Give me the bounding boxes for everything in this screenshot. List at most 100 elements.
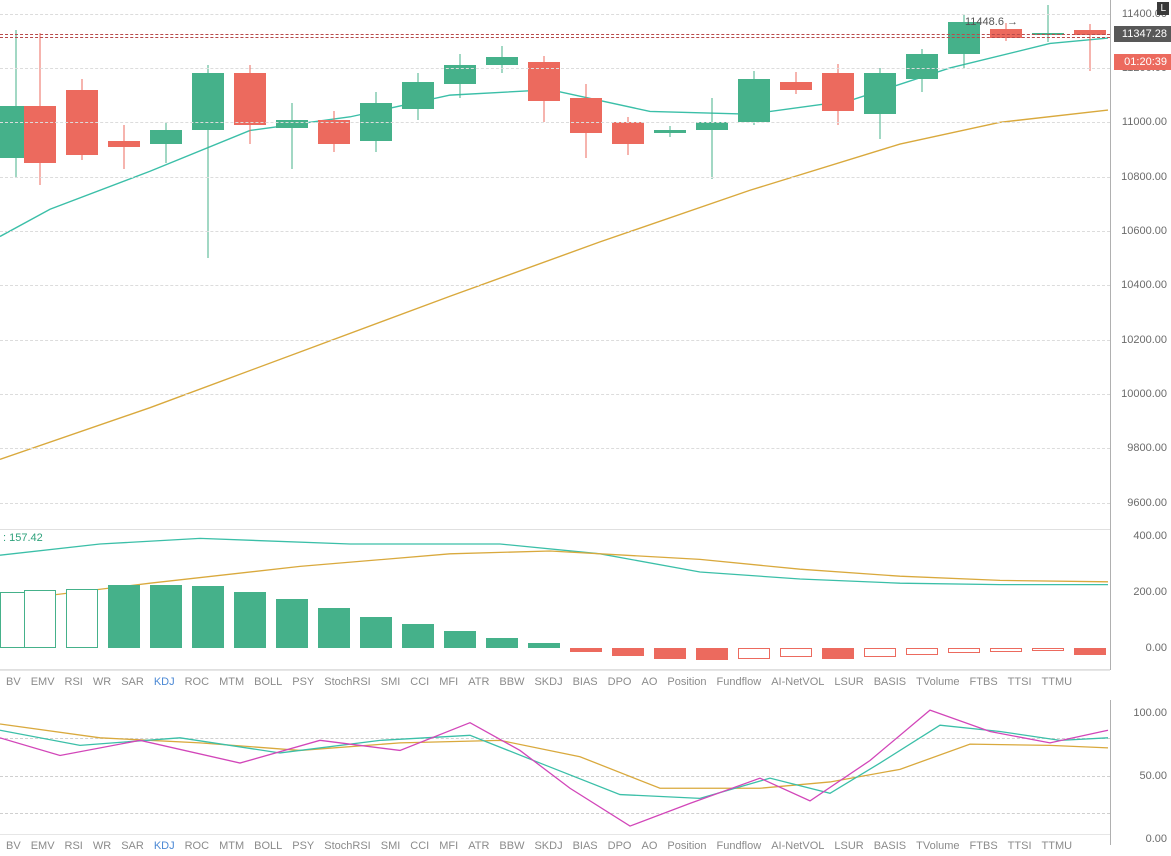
- indicator-smi[interactable]: SMI: [377, 840, 405, 852]
- indicator-bias[interactable]: BIAS: [569, 840, 602, 852]
- indicator-stochrsi[interactable]: StochRSI: [320, 840, 374, 852]
- indicator-ao[interactable]: AO: [638, 840, 662, 852]
- indicator-mtm[interactable]: MTM: [215, 840, 248, 852]
- indicator-lsur[interactable]: LSUR: [830, 840, 867, 852]
- histogram-bar: [318, 608, 350, 647]
- indicator-position[interactable]: Position: [663, 840, 710, 852]
- indicator-ttsi[interactable]: TTSI: [1004, 840, 1036, 852]
- candle[interactable]: [66, 79, 98, 161]
- letter-badge: L: [1157, 2, 1169, 15]
- histogram-panel[interactable]: : 157.42: [0, 530, 1110, 670]
- indicator-wr[interactable]: WR: [89, 840, 115, 852]
- indicator-bv[interactable]: BV: [2, 840, 25, 852]
- candle[interactable]: [696, 98, 728, 180]
- indicator-atr[interactable]: ATR: [464, 676, 493, 688]
- indicator-sar[interactable]: SAR: [117, 840, 148, 852]
- indicator-cci[interactable]: CCI: [406, 840, 433, 852]
- oscillator-panel[interactable]: [0, 700, 1110, 845]
- candle[interactable]: [318, 111, 350, 152]
- candle[interactable]: [486, 46, 518, 73]
- indicator-dpo[interactable]: DPO: [604, 840, 636, 852]
- indicator-boll[interactable]: BOLL: [250, 840, 286, 852]
- indicator-ai-netvol[interactable]: AI-NetVOL: [767, 676, 828, 688]
- indicator-mtm[interactable]: MTM: [215, 676, 248, 688]
- candle[interactable]: [234, 65, 266, 144]
- indicator-stochrsi[interactable]: StochRSI: [320, 676, 374, 688]
- indicator-mfi[interactable]: MFI: [435, 840, 462, 852]
- histogram-bar: [24, 590, 56, 647]
- histogram-bar: [486, 638, 518, 648]
- indicator-ttmu[interactable]: TTMU: [1038, 676, 1077, 688]
- indicator-tvolume[interactable]: TVolume: [912, 840, 963, 852]
- indicator-position[interactable]: Position: [663, 676, 710, 688]
- indicator-ttmu[interactable]: TTMU: [1038, 840, 1077, 852]
- indicator-wr[interactable]: WR: [89, 676, 115, 688]
- histogram-bar: [276, 599, 308, 648]
- candle[interactable]: [738, 71, 770, 125]
- candle[interactable]: [654, 126, 686, 137]
- candle[interactable]: [822, 64, 854, 125]
- candle[interactable]: [192, 65, 224, 258]
- indicator-emv[interactable]: EMV: [27, 840, 59, 852]
- indicator-roc[interactable]: ROC: [181, 676, 213, 688]
- indicator-lsur[interactable]: LSUR: [830, 676, 867, 688]
- oscillator-y-axis: 0.0050.00100.00: [1110, 700, 1171, 845]
- candle[interactable]: [570, 84, 602, 157]
- histogram-bar: [738, 648, 770, 659]
- indicator-bbw[interactable]: BBW: [495, 840, 528, 852]
- indicator-fundflow[interactable]: Fundflow: [713, 840, 766, 852]
- main-y-axis: 9600.009800.0010000.0010200.0010400.0010…: [1110, 0, 1171, 530]
- indicator-ao[interactable]: AO: [638, 676, 662, 688]
- indicator-skdj[interactable]: SKDJ: [530, 840, 566, 852]
- candle[interactable]: [528, 56, 560, 123]
- indicator-mfi[interactable]: MFI: [435, 676, 462, 688]
- indicator-bv[interactable]: BV: [2, 676, 25, 688]
- candle[interactable]: [402, 73, 434, 119]
- indicator-ftbs[interactable]: FTBS: [966, 840, 1002, 852]
- indicator-dpo[interactable]: DPO: [604, 676, 636, 688]
- histogram-bar: [360, 617, 392, 648]
- indicator-roc[interactable]: ROC: [181, 840, 213, 852]
- indicator-cci[interactable]: CCI: [406, 676, 433, 688]
- histogram-bar: [612, 648, 644, 656]
- indicator-psy[interactable]: PSY: [288, 840, 318, 852]
- indicator-bbw[interactable]: BBW: [495, 676, 528, 688]
- candle[interactable]: [864, 68, 896, 139]
- indicator-skdj[interactable]: SKDJ: [530, 676, 566, 688]
- candle[interactable]: [1074, 24, 1106, 70]
- indicator-basis[interactable]: BASIS: [870, 676, 910, 688]
- candle[interactable]: [906, 49, 938, 92]
- histogram-bar: [150, 585, 182, 648]
- indicator-ftbs[interactable]: FTBS: [966, 676, 1002, 688]
- candle[interactable]: [276, 103, 308, 168]
- indicator-ttsi[interactable]: TTSI: [1004, 676, 1036, 688]
- indicator-fundflow[interactable]: Fundflow: [713, 676, 766, 688]
- main-price-panel[interactable]: 11448.6 →: [0, 0, 1110, 530]
- indicator-basis[interactable]: BASIS: [870, 840, 910, 852]
- histogram-label: : 157.42: [3, 532, 43, 544]
- histogram-y-axis: 0.00200.00400.00: [1110, 530, 1171, 670]
- indicator-kdj[interactable]: KDJ: [150, 840, 179, 852]
- histogram-bar: [654, 648, 686, 659]
- current-price-tag: 11347.28: [1114, 26, 1171, 42]
- indicator-boll[interactable]: BOLL: [250, 676, 286, 688]
- indicator-rsi[interactable]: RSI: [61, 676, 87, 688]
- indicator-ai-netvol[interactable]: AI-NetVOL: [767, 840, 828, 852]
- candle[interactable]: [24, 33, 56, 185]
- indicator-psy[interactable]: PSY: [288, 676, 318, 688]
- candle[interactable]: [150, 122, 182, 163]
- candle[interactable]: [108, 125, 140, 168]
- indicator-sar[interactable]: SAR: [117, 676, 148, 688]
- indicator-smi[interactable]: SMI: [377, 676, 405, 688]
- indicator-emv[interactable]: EMV: [27, 676, 59, 688]
- histogram-bar: [780, 648, 812, 658]
- candle[interactable]: [444, 54, 476, 97]
- indicator-bias[interactable]: BIAS: [569, 676, 602, 688]
- indicator-rsi[interactable]: RSI: [61, 840, 87, 852]
- indicator-tvolume[interactable]: TVolume: [912, 676, 963, 688]
- oscillator-lines-svg: [0, 700, 1110, 845]
- indicator-atr[interactable]: ATR: [464, 840, 493, 852]
- histogram-bar: [990, 648, 1022, 652]
- candle[interactable]: [780, 72, 812, 94]
- indicator-kdj[interactable]: KDJ: [150, 676, 179, 688]
